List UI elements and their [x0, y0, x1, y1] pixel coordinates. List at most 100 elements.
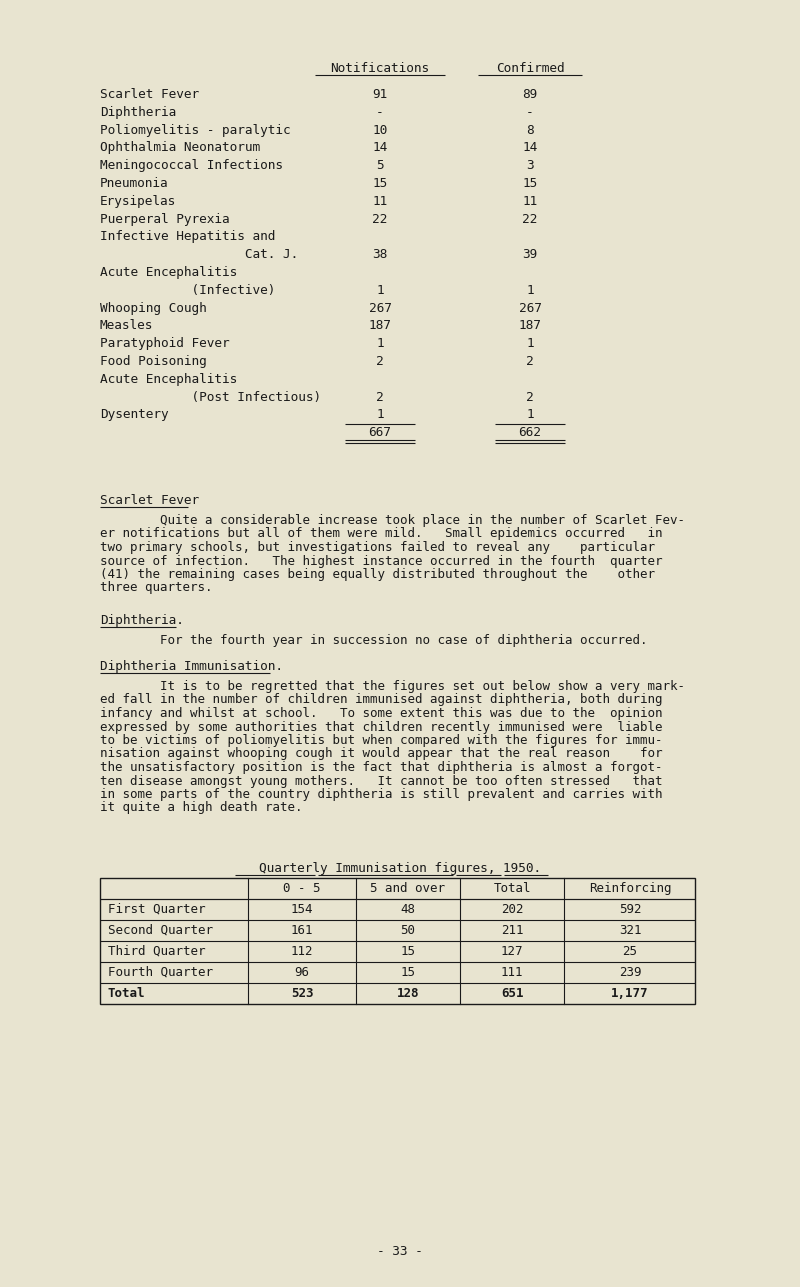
Text: nisation against whooping cough it would appear that the real reason    for: nisation against whooping cough it would…	[100, 748, 662, 761]
Text: (41) the remaining cases being equally distributed throughout the    other: (41) the remaining cases being equally d…	[100, 568, 655, 580]
Text: 0 - 5: 0 - 5	[283, 882, 321, 894]
Text: 592: 592	[618, 903, 642, 916]
Text: 14: 14	[372, 142, 388, 154]
Bar	[100, 878, 695, 1004]
Text: For the fourth year in succession no case of diphtheria occurred.: For the fourth year in succession no cas…	[100, 634, 647, 647]
Text: Whooping Cough: Whooping Cough	[100, 301, 206, 314]
Text: 111: 111	[501, 967, 523, 979]
Text: Poliomyelitis - paralytic: Poliomyelitis - paralytic	[100, 124, 290, 136]
Text: Scarlet Fever: Scarlet Fever	[100, 88, 199, 100]
Text: er notifications but all of them were mild.   Small epidemics occurred   in: er notifications but all of them were mi…	[100, 528, 662, 541]
Text: 267: 267	[518, 301, 542, 314]
Text: Acute Encephalitis: Acute Encephalitis	[100, 266, 238, 279]
Text: 39: 39	[522, 248, 538, 261]
Text: infancy and whilst at school.   To some extent this was due to the  opinion: infancy and whilst at school. To some ex…	[100, 707, 662, 719]
Text: 187: 187	[518, 319, 542, 332]
Text: 11: 11	[522, 194, 538, 207]
Text: Scarlet Fever: Scarlet Fever	[100, 494, 199, 507]
Text: 1: 1	[526, 337, 534, 350]
Text: 662: 662	[518, 426, 542, 439]
Text: 1,177: 1,177	[611, 987, 649, 1000]
Text: 154: 154	[290, 903, 314, 916]
Text: It is to be regretted that the figures set out below show a very mark-: It is to be regretted that the figures s…	[100, 680, 685, 692]
Text: 187: 187	[369, 319, 391, 332]
Text: 112: 112	[290, 945, 314, 958]
Text: 1: 1	[376, 337, 384, 350]
Text: Food Poisoning: Food Poisoning	[100, 355, 206, 368]
Text: 15: 15	[522, 178, 538, 190]
Text: 8: 8	[526, 124, 534, 136]
Text: 202: 202	[501, 903, 523, 916]
Text: 15: 15	[401, 945, 415, 958]
Text: Ophthalmia Neonatorum: Ophthalmia Neonatorum	[100, 142, 260, 154]
Text: 321: 321	[618, 924, 642, 937]
Text: 22: 22	[372, 212, 388, 225]
Text: Diphtheria.: Diphtheria.	[100, 614, 184, 627]
Text: - 33 -: - 33 -	[377, 1245, 423, 1257]
Text: 48: 48	[401, 903, 415, 916]
Text: to be victims of poliomyelitis but when compared with the figures for immu-: to be victims of poliomyelitis but when …	[100, 734, 662, 746]
Text: 2: 2	[376, 355, 384, 368]
Text: (Post Infectious): (Post Infectious)	[100, 390, 321, 404]
Text: 3: 3	[526, 160, 534, 172]
Text: -: -	[526, 106, 534, 118]
Text: 22: 22	[522, 212, 538, 225]
Text: 211: 211	[501, 924, 523, 937]
Text: 91: 91	[372, 88, 388, 100]
Text: Dysentery: Dysentery	[100, 408, 169, 421]
Text: Paratyphoid Fever: Paratyphoid Fever	[100, 337, 230, 350]
Text: Pneumonia: Pneumonia	[100, 178, 169, 190]
Text: Puerperal Pyrexia: Puerperal Pyrexia	[100, 212, 230, 225]
Text: ten disease amongst young mothers.   It cannot be too often stressed   that: ten disease amongst young mothers. It ca…	[100, 775, 662, 788]
Text: Meningococcal Infections: Meningococcal Infections	[100, 160, 283, 172]
Text: Third Quarter: Third Quarter	[108, 945, 206, 958]
Text: 1: 1	[526, 284, 534, 297]
Text: Quarterly Immunisation figures, 1950.: Quarterly Immunisation figures, 1950.	[259, 862, 541, 875]
Text: Notifications: Notifications	[330, 62, 430, 75]
Text: 5: 5	[376, 160, 384, 172]
Text: 5 and over: 5 and over	[370, 882, 446, 894]
Text: 523: 523	[290, 987, 314, 1000]
Text: 667: 667	[369, 426, 391, 439]
Text: Cat. J.: Cat. J.	[100, 248, 298, 261]
Text: 1: 1	[376, 408, 384, 421]
Text: in some parts of the country diphtheria is still prevalent and carries with: in some parts of the country diphtheria …	[100, 788, 662, 801]
Text: 161: 161	[290, 924, 314, 937]
Text: 2: 2	[526, 355, 534, 368]
Text: 1: 1	[376, 284, 384, 297]
Text: Quite a considerable increase took place in the number of Scarlet Fev-: Quite a considerable increase took place…	[100, 514, 685, 526]
Text: (Infective): (Infective)	[100, 284, 275, 297]
Text: 38: 38	[372, 248, 388, 261]
Text: 127: 127	[501, 945, 523, 958]
Text: 15: 15	[401, 967, 415, 979]
Text: Erysipelas: Erysipelas	[100, 194, 176, 207]
Text: Diphtheria Immunisation.: Diphtheria Immunisation.	[100, 660, 283, 673]
Text: it quite a high death rate.: it quite a high death rate.	[100, 802, 302, 815]
Text: 239: 239	[618, 967, 642, 979]
Text: 25: 25	[622, 945, 638, 958]
Text: 2: 2	[376, 390, 384, 404]
Text: 10: 10	[372, 124, 388, 136]
Text: three quarters.: three quarters.	[100, 582, 213, 595]
Text: 89: 89	[522, 88, 538, 100]
Text: 128: 128	[397, 987, 419, 1000]
Text: 267: 267	[369, 301, 391, 314]
Text: Second Quarter: Second Quarter	[108, 924, 213, 937]
Text: 2: 2	[526, 390, 534, 404]
Text: expressed by some authorities that children recently immunised were  liable: expressed by some authorities that child…	[100, 721, 662, 734]
Text: Measles: Measles	[100, 319, 154, 332]
Text: Acute Encephalitis: Acute Encephalitis	[100, 373, 238, 386]
Text: Fourth Quarter: Fourth Quarter	[108, 967, 213, 979]
Text: 50: 50	[401, 924, 415, 937]
Text: 11: 11	[372, 194, 388, 207]
Text: Total: Total	[108, 987, 146, 1000]
Text: 15: 15	[372, 178, 388, 190]
Text: -: -	[376, 106, 384, 118]
Text: two primary schools, but investigations failed to reveal any    particular: two primary schools, but investigations …	[100, 541, 655, 553]
Text: Confirmed: Confirmed	[496, 62, 564, 75]
Text: Diphtheria: Diphtheria	[100, 106, 176, 118]
Text: the unsatisfactory position is the fact that diphtheria is almost a forgot-: the unsatisfactory position is the fact …	[100, 761, 662, 773]
Text: source of infection.   The highest instance occurred in the fourth  quarter: source of infection. The highest instanc…	[100, 555, 662, 568]
Text: 14: 14	[522, 142, 538, 154]
Text: Reinforcing: Reinforcing	[589, 882, 671, 894]
